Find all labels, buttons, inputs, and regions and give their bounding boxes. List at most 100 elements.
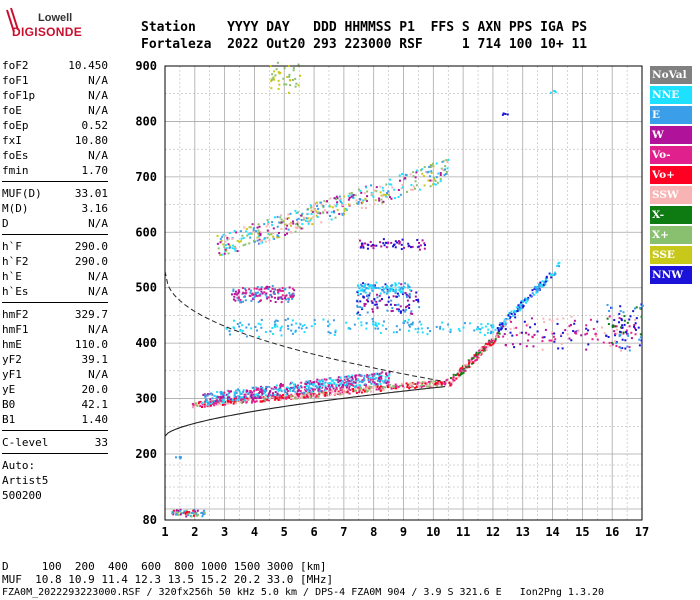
y-tick-label: 300 xyxy=(135,392,157,406)
param-row: foE N/A xyxy=(2,103,108,118)
auto-version: 500200 xyxy=(2,489,42,502)
parameter-panel: foF2 10.450 foF1 N/A foF1p N/A foE N/A foEp 0.52 f… xyxy=(2,58,108,503)
param-key: fxI xyxy=(2,134,22,147)
param-key: M(D) xyxy=(2,202,29,215)
param-key: hmF2 xyxy=(2,308,29,321)
param-value: 1.40 xyxy=(81,413,109,426)
auto-label: Auto: xyxy=(2,459,36,472)
param-key: C-level xyxy=(2,436,49,449)
param-value: 10.450 xyxy=(68,59,108,72)
param-value: N/A xyxy=(88,323,108,336)
param-row: B0 42.1 xyxy=(2,397,108,412)
param-key: hmE xyxy=(2,338,22,351)
legend-item: Vo+ xyxy=(650,166,692,184)
x-tick-label: 17 xyxy=(635,525,649,539)
y-tick-label: 400 xyxy=(135,336,157,350)
plot-frame xyxy=(164,65,643,521)
footer-file-info: FZA0M_2022293223000.RSF / 320fx256h 50 k… xyxy=(2,587,605,598)
param-row: yF2 39.1 xyxy=(2,352,108,367)
legend-item: X- xyxy=(650,206,692,224)
param-value: 290.0 xyxy=(74,240,108,253)
divider xyxy=(2,453,108,454)
legend-item: NNE xyxy=(650,86,692,104)
param-key: foF1p xyxy=(2,89,36,102)
param-row: B1 1.40 xyxy=(2,412,108,427)
x-tick-label: 7 xyxy=(340,525,347,539)
x-tick-label: 6 xyxy=(310,525,317,539)
param-row: foF1 N/A xyxy=(2,73,108,88)
x-tick-label: 4 xyxy=(251,525,258,539)
electron-density-profile-curve xyxy=(164,385,446,437)
param-group-virtual-heights: h`F 290.0 h`F2 290.0 h`E N/A h`Es N/A xyxy=(2,239,108,299)
y-tick-label: 500 xyxy=(135,281,157,295)
param-key: h`F xyxy=(2,240,22,253)
logo-line2: DIGISONDE xyxy=(12,25,83,39)
param-row: h`Es N/A xyxy=(2,284,108,299)
param-value: N/A xyxy=(88,285,108,298)
x-tick-label: 15 xyxy=(575,525,589,539)
legend-item: SSW xyxy=(650,186,692,204)
param-value: 110.0 xyxy=(74,338,108,351)
y-tick-label: 80 xyxy=(143,513,157,527)
param-key: foF2 xyxy=(2,59,29,72)
y-tick-label: 700 xyxy=(135,170,157,184)
param-value: N/A xyxy=(88,270,108,283)
param-value: N/A xyxy=(88,89,108,102)
y-tick-label: 600 xyxy=(135,225,157,239)
param-key: MUF(D) xyxy=(2,187,42,200)
x-tick-label: 16 xyxy=(605,525,619,539)
param-row: M(D) 3.16 xyxy=(2,201,108,216)
divider xyxy=(2,430,108,431)
polarization-legend: NoVal NNE E W Vo- Vo+ SSW X- X+ SSE NNW xyxy=(650,66,692,286)
param-value: 3.16 xyxy=(81,202,109,215)
param-key: yF2 xyxy=(2,353,22,366)
x-tick-label: 13 xyxy=(516,525,530,539)
logo-line1: Lowell xyxy=(38,12,73,24)
param-row: h`E N/A xyxy=(2,269,108,284)
footer-distance: D 100 200 400 600 800 1000 1500 3000 [km… xyxy=(2,560,327,573)
header-labels: Station YYYY DAY DDD HHMMSS P1 FFS S AXN… xyxy=(141,20,588,35)
param-row: D N/A xyxy=(2,216,108,231)
legend-item: NNW xyxy=(650,266,692,284)
param-row: yF1 N/A xyxy=(2,367,108,382)
param-key: yE xyxy=(2,383,16,396)
param-row: fmin 1.70 xyxy=(2,163,108,178)
header-values: Fortaleza 2022 Out20 293 223000 RSF 1 71… xyxy=(141,37,588,52)
param-key: D xyxy=(2,217,9,230)
param-value: N/A xyxy=(88,74,108,87)
y-tick-label: 900 xyxy=(135,59,157,73)
legend-item: SSE xyxy=(650,246,692,264)
param-value: N/A xyxy=(88,217,108,230)
virtual-height-model-curve xyxy=(164,270,446,383)
param-row: foEs N/A xyxy=(2,148,108,163)
param-value: 42.1 xyxy=(81,398,109,411)
param-group-profile: hmF2 329.7 hmF1 N/A hmE 110.0 yF2 39.1 yF1 N/A yE 2… xyxy=(2,307,108,427)
legend-item: W xyxy=(650,126,692,144)
legend-item: X+ xyxy=(650,226,692,244)
param-row: hmF2 329.7 xyxy=(2,307,108,322)
footer-muf: MUF 10.8 10.9 11.4 12.3 13.5 15.2 20.2 3… xyxy=(2,573,334,586)
divider xyxy=(2,181,108,182)
x-tick-label: 11 xyxy=(456,525,470,539)
param-group-muf: MUF(D) 33.01 M(D) 3.16 D N/A xyxy=(2,186,108,231)
y-tick-label: 200 xyxy=(135,447,157,461)
param-key: foEp xyxy=(2,119,29,132)
param-key: yF1 xyxy=(2,368,22,381)
param-row: MUF(D) 33.01 xyxy=(2,186,108,201)
echo-traces xyxy=(171,61,644,518)
y-tick-label: 800 xyxy=(135,114,157,128)
legend-item: NoVal xyxy=(650,66,692,84)
param-row: foF1p N/A xyxy=(2,88,108,103)
legend-item: Vo- xyxy=(650,146,692,164)
x-tick-label: 14 xyxy=(545,525,559,539)
x-tick-label: 8 xyxy=(370,525,377,539)
param-row: foEp 0.52 xyxy=(2,118,108,133)
param-value: 0.52 xyxy=(81,119,109,132)
param-value: 329.7 xyxy=(74,308,108,321)
param-key: h`Es xyxy=(2,285,29,298)
param-value: 10.80 xyxy=(74,134,108,147)
x-tick-label: 10 xyxy=(426,525,440,539)
autoscaling-info: Auto: Artist5 500200 xyxy=(2,458,108,503)
param-key: foE xyxy=(2,104,22,117)
